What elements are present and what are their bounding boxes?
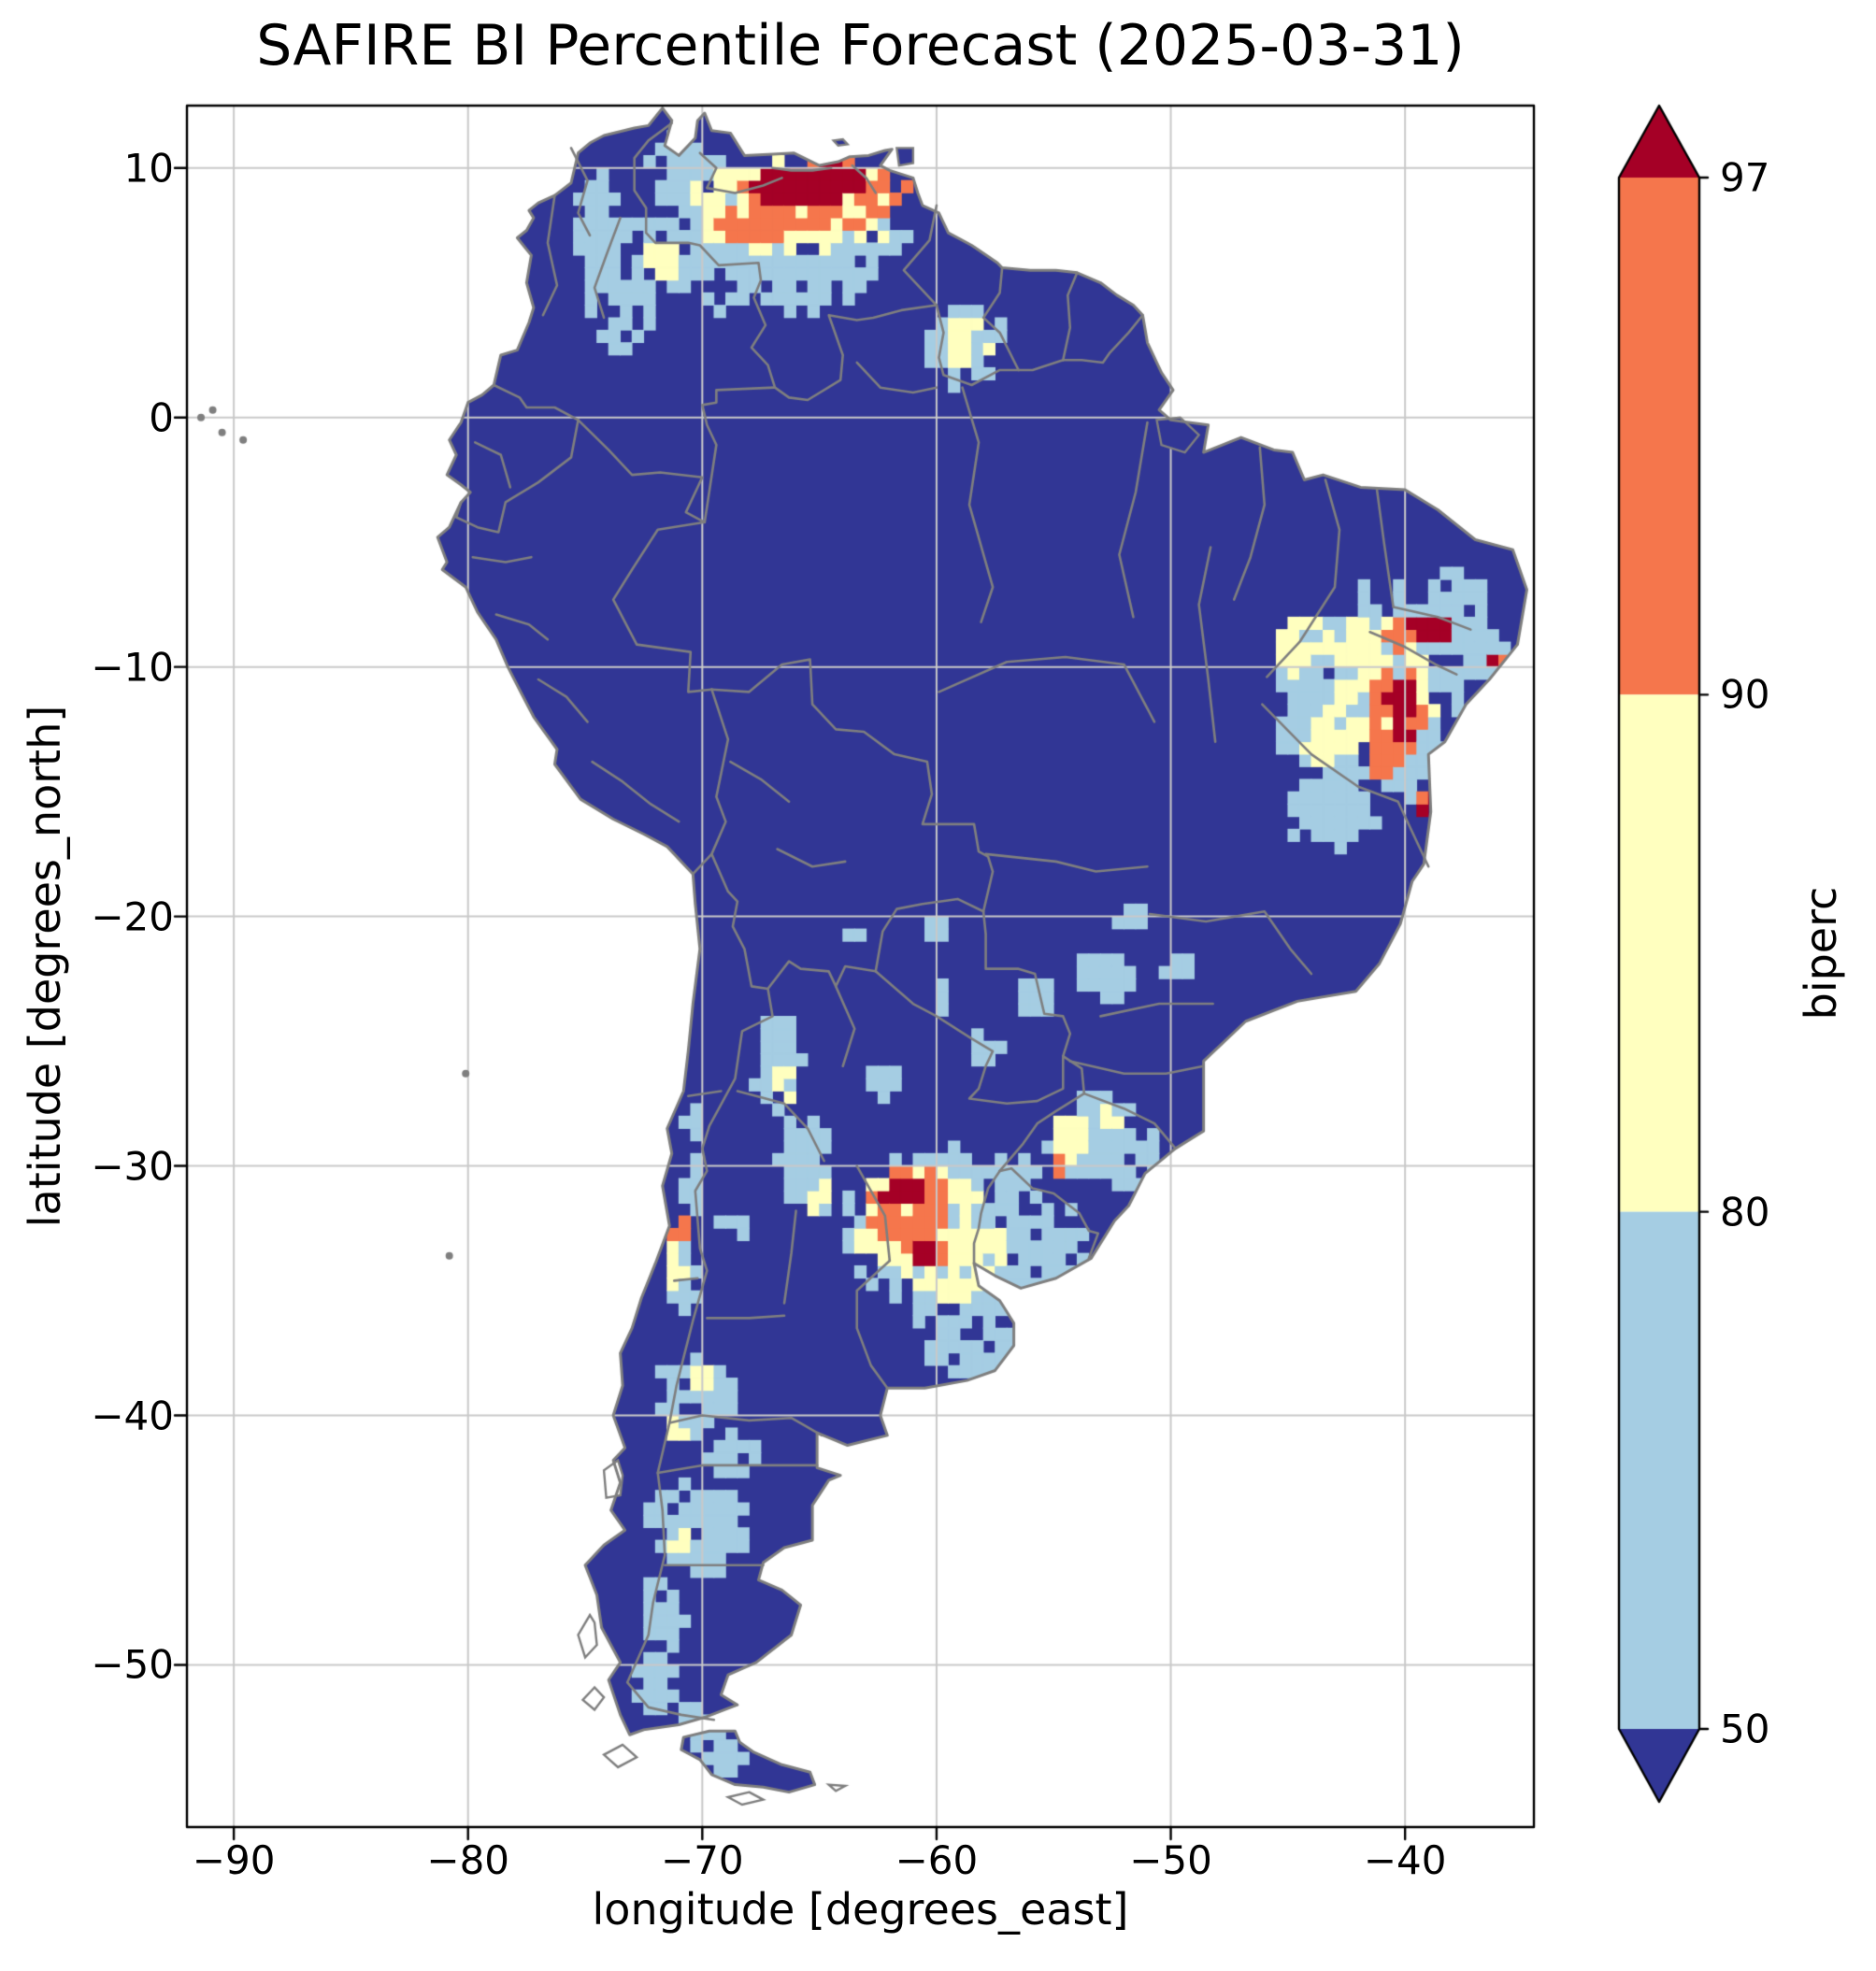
colorbar-tick-label: 50 [1720,1706,1770,1752]
x-tick-label: −80 [426,1837,510,1883]
x-tick-label: −50 [1129,1837,1212,1883]
colorbar-tick-label: 90 [1720,671,1770,718]
y-tick-label: −50 [91,1641,174,1688]
x-tick-label: −90 [192,1837,276,1883]
x-tick-label: −70 [661,1837,744,1883]
colorbar-label: biperc [1796,886,1846,1021]
chart-title: SAFIRE BI Percentile Forecast (2025-03-3… [256,13,1465,79]
y-tick-label: 0 [149,394,174,441]
y-tick-label: −20 [91,893,174,940]
x-axis-label: longitude [degrees_east] [592,1884,1129,1935]
x-tick-label: −40 [1363,1837,1447,1883]
colorbar-tick-label: 97 [1720,154,1770,201]
y-tick-label: −40 [91,1393,174,1439]
y-tick-label: −30 [91,1143,174,1190]
colorbar-tick-label: 80 [1720,1189,1770,1235]
x-tick-label: −60 [895,1837,979,1883]
y-axis-label: latitude [degrees_north] [20,705,70,1228]
y-tick-label: −10 [91,644,174,691]
y-tick-label: 10 [123,145,174,192]
